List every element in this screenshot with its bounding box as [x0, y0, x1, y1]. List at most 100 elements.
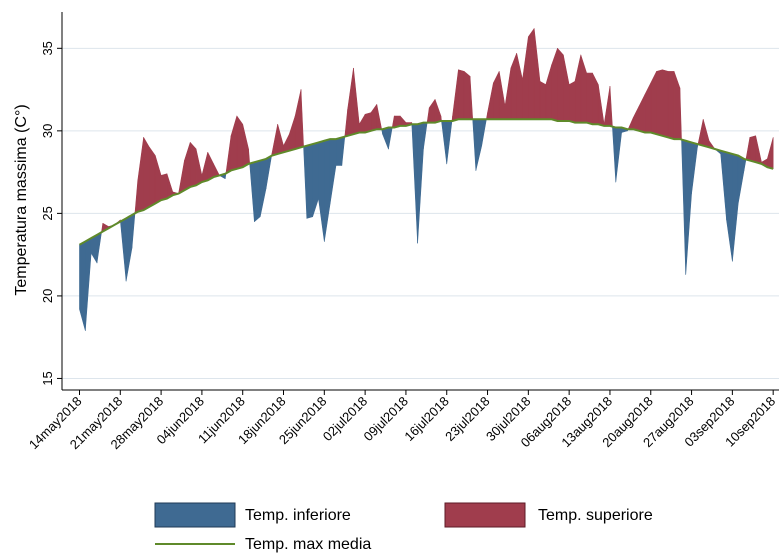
y-axis-label: Temperatura massima (C°)	[13, 104, 30, 295]
area-below	[743, 158, 747, 171]
area-below	[417, 122, 424, 244]
legend-swatch	[154, 502, 236, 528]
area-below	[131, 213, 136, 249]
area-above	[201, 152, 209, 183]
area-below	[732, 153, 739, 262]
area-above	[702, 118, 710, 148]
legend-swatch	[444, 502, 526, 528]
area-above	[673, 71, 681, 140]
area-below	[85, 237, 92, 331]
y-tick-label: 35	[40, 41, 55, 55]
area-above	[592, 72, 599, 125]
area-above	[679, 87, 682, 140]
area-above	[271, 123, 278, 156]
area-below	[388, 127, 393, 150]
area-below	[341, 136, 346, 166]
legend-label: Temp. inferiore	[245, 507, 351, 524]
area-below	[259, 158, 267, 217]
area-below	[681, 139, 687, 275]
area-above	[493, 71, 500, 120]
area-below	[615, 127, 622, 183]
area-above	[597, 84, 605, 127]
area-above	[358, 114, 366, 133]
area-above	[580, 54, 587, 123]
area-above	[207, 152, 214, 181]
mean-line	[78, 118, 774, 246]
area-above	[533, 28, 541, 120]
area-above	[662, 69, 669, 138]
area-above	[154, 155, 162, 204]
area-above	[603, 85, 611, 127]
area-below	[472, 118, 477, 171]
area-above	[370, 104, 378, 132]
area-below	[726, 152, 733, 262]
area-above	[294, 89, 302, 150]
area-above	[697, 118, 704, 147]
area-above	[563, 54, 570, 122]
area-below	[737, 155, 745, 204]
area-above	[353, 67, 360, 135]
area-above	[399, 115, 407, 127]
area-above	[504, 67, 512, 120]
area-above	[225, 135, 232, 174]
area-above	[134, 180, 139, 214]
area-above	[149, 147, 156, 208]
area-above	[568, 81, 576, 123]
area-below	[249, 161, 255, 222]
area-above	[344, 109, 348, 137]
area-below	[612, 126, 617, 183]
area-above	[463, 71, 471, 120]
area-above	[632, 105, 640, 132]
area-above	[755, 135, 762, 165]
area-above	[745, 137, 751, 161]
area-above	[574, 54, 582, 123]
area-above	[160, 173, 168, 201]
y-tick-label: 25	[40, 206, 55, 220]
legend: Temp. inferiore Temp. superiore Temp. max …	[154, 502, 653, 553]
area-above	[283, 133, 290, 153]
area-below	[324, 138, 331, 242]
area-above	[184, 142, 191, 191]
area-below	[120, 218, 127, 282]
area-above	[434, 99, 442, 123]
area-below	[79, 241, 86, 331]
area-above	[391, 115, 395, 128]
area-above	[551, 48, 558, 122]
area-above	[510, 52, 517, 120]
area-below	[90, 234, 98, 264]
area-above	[545, 64, 552, 120]
area-above	[627, 117, 634, 130]
area-above	[178, 160, 185, 194]
area-above	[557, 48, 564, 122]
area-above	[376, 104, 382, 130]
area-above	[749, 135, 756, 163]
area-above	[498, 71, 506, 120]
area-above	[347, 67, 354, 137]
area-below	[306, 143, 313, 219]
area-below	[329, 138, 337, 204]
legend-label: Temp. max media	[245, 536, 371, 553]
area-below	[446, 120, 453, 165]
y-tick-label: 30	[40, 124, 55, 138]
area-above	[516, 52, 523, 120]
area-above	[289, 115, 296, 151]
area-above	[469, 76, 474, 120]
range-areas	[79, 28, 774, 331]
area-below	[303, 145, 308, 219]
area-below	[318, 140, 325, 242]
area-above	[230, 115, 238, 171]
area-below	[382, 127, 389, 150]
area-below	[335, 137, 343, 166]
area-below	[411, 123, 418, 244]
area-above	[539, 81, 547, 120]
y-tick-label: 20	[40, 289, 55, 303]
area-above	[428, 99, 436, 123]
area-above	[487, 82, 494, 120]
area-below	[423, 122, 428, 150]
area-below	[481, 118, 487, 147]
area-below	[441, 120, 448, 165]
area-above	[638, 94, 646, 133]
area-above	[767, 137, 774, 170]
area-below	[125, 214, 133, 282]
